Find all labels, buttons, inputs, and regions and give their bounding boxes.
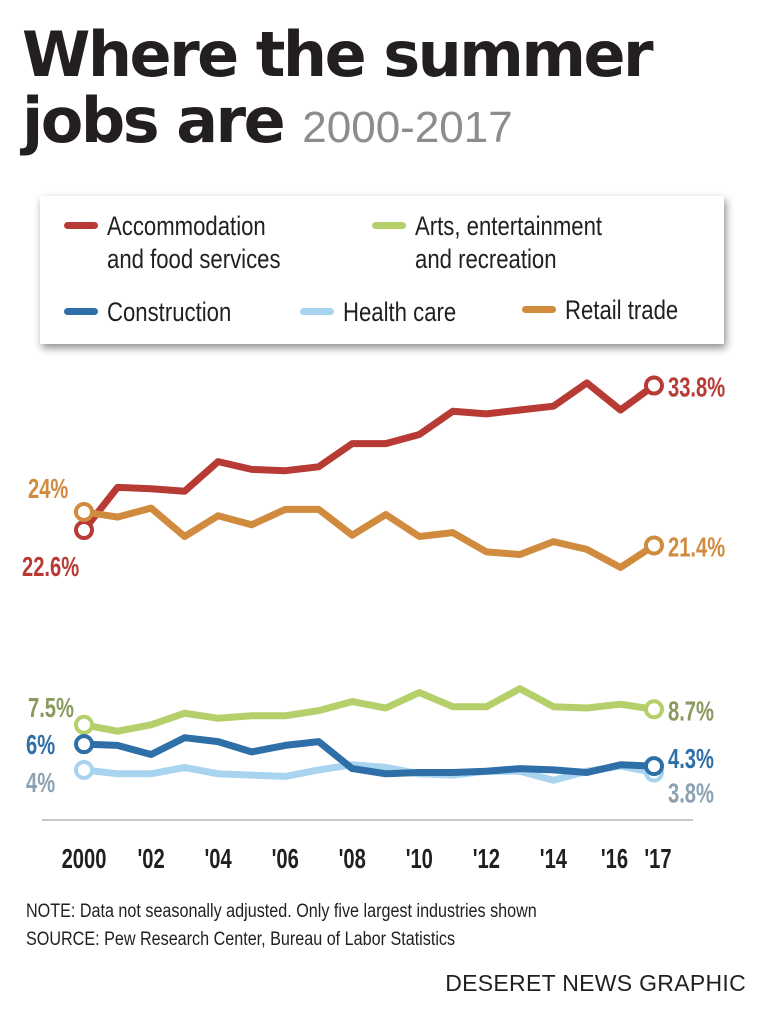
- legend-item-accommodation: Accommodation and food services: [64, 210, 319, 276]
- title-line-2: jobs are: [22, 84, 286, 157]
- end-value-label-accommodation-and-food-services: 33.8%: [668, 372, 725, 403]
- x-tick-label: '14: [540, 844, 568, 875]
- series-line-arts-entertainment-and-recreation: [80, 685, 658, 735]
- data-point-accommodation-and-food-services: [644, 375, 664, 396]
- data-point-retail-trade: [74, 501, 94, 522]
- footnote: NOTE: Data not seasonally adjusted. Only…: [26, 898, 537, 954]
- x-tick-label: '08: [339, 844, 366, 875]
- note-text: NOTE: Data not seasonally adjusted. Only…: [26, 901, 537, 922]
- title-line-1: Where the summer: [22, 18, 654, 91]
- end-value-label-arts-entertainment-and-recreation: 8.7%: [668, 696, 714, 727]
- legend-swatch-health: [300, 308, 334, 315]
- x-tick-label: '06: [272, 844, 299, 875]
- series-lines: [74, 375, 664, 784]
- legend: Accommodation and food services Arts, en…: [40, 196, 724, 344]
- legend-item-arts: Arts, entertainment and recreation: [372, 210, 643, 276]
- x-tick-label: '04: [205, 844, 233, 875]
- legend-item-health: Health care: [300, 296, 481, 329]
- data-point-health-care: [74, 759, 94, 780]
- x-tick-label: '02: [137, 844, 164, 875]
- legend-label-accommodation: Accommodation and food services: [107, 211, 281, 274]
- data-point-accommodation-and-food-services: [74, 520, 94, 540]
- series-line-accommodation-and-food-services: [80, 379, 658, 534]
- x-tick-label: 2000: [62, 844, 107, 875]
- legend-label-arts: Arts, entertainment and recreation: [415, 211, 603, 274]
- legend-swatch-construction: [64, 308, 98, 315]
- legend-item-construction: Construction: [64, 296, 259, 329]
- data-point-arts-entertainment-and-recreation: [74, 714, 94, 735]
- series-line-retail-trade: [80, 504, 658, 571]
- x-tick-label: '16: [601, 844, 628, 875]
- legend-swatch-accommodation: [64, 222, 98, 229]
- start-value-label-accommodation-and-food-services: 22.6%: [22, 552, 79, 583]
- x-tick-label: '12: [473, 844, 500, 875]
- data-point-arts-entertainment-and-recreation: [644, 699, 664, 720]
- data-point-retail-trade: [644, 535, 664, 556]
- start-value-label-health-care: 4%: [26, 768, 55, 799]
- x-axis: 2000 '02 '04 '06 '08 '10 '12 '14 '16 '17: [42, 819, 693, 875]
- start-value-label-retail-trade: 24%: [28, 474, 69, 505]
- credit-text: DESERET NEWS GRAPHIC: [445, 970, 746, 996]
- data-point-construction: [74, 734, 94, 755]
- legend-item-retail: Retail trade: [522, 294, 703, 327]
- end-value-label-construction: 4.3%: [668, 744, 714, 775]
- chart-title: Where the summer jobs are 2000-2017: [22, 22, 654, 161]
- chart-subtitle: 2000-2017: [302, 103, 513, 152]
- start-value-label-construction: 6%: [26, 730, 55, 761]
- x-tick-label: '10: [406, 844, 433, 875]
- end-value-label-health-care: 3.8%: [668, 778, 714, 809]
- series-line-health-care: [80, 761, 658, 784]
- legend-swatch-retail: [522, 306, 556, 313]
- end-value-label-retail-trade: 21.4%: [668, 532, 725, 563]
- series-labels: 22.6% 33.8% 24% 21.4% 7.5% 8.7% 4% 3.8% 6% 4.3%: [22, 372, 725, 809]
- legend-swatch-arts: [372, 222, 406, 229]
- start-value-label-arts-entertainment-and-recreation: 7.5%: [28, 693, 74, 724]
- source-text: SOURCE: Pew Research Center, Bureau of L…: [26, 929, 456, 950]
- series-line-construction: [80, 734, 658, 778]
- x-tick-label: '17: [644, 844, 671, 875]
- legend-label-retail: Retail trade: [565, 295, 679, 325]
- legend-label-construction: Construction: [107, 297, 232, 327]
- legend-label-health: Health care: [343, 297, 457, 327]
- data-point-construction: [644, 756, 664, 777]
